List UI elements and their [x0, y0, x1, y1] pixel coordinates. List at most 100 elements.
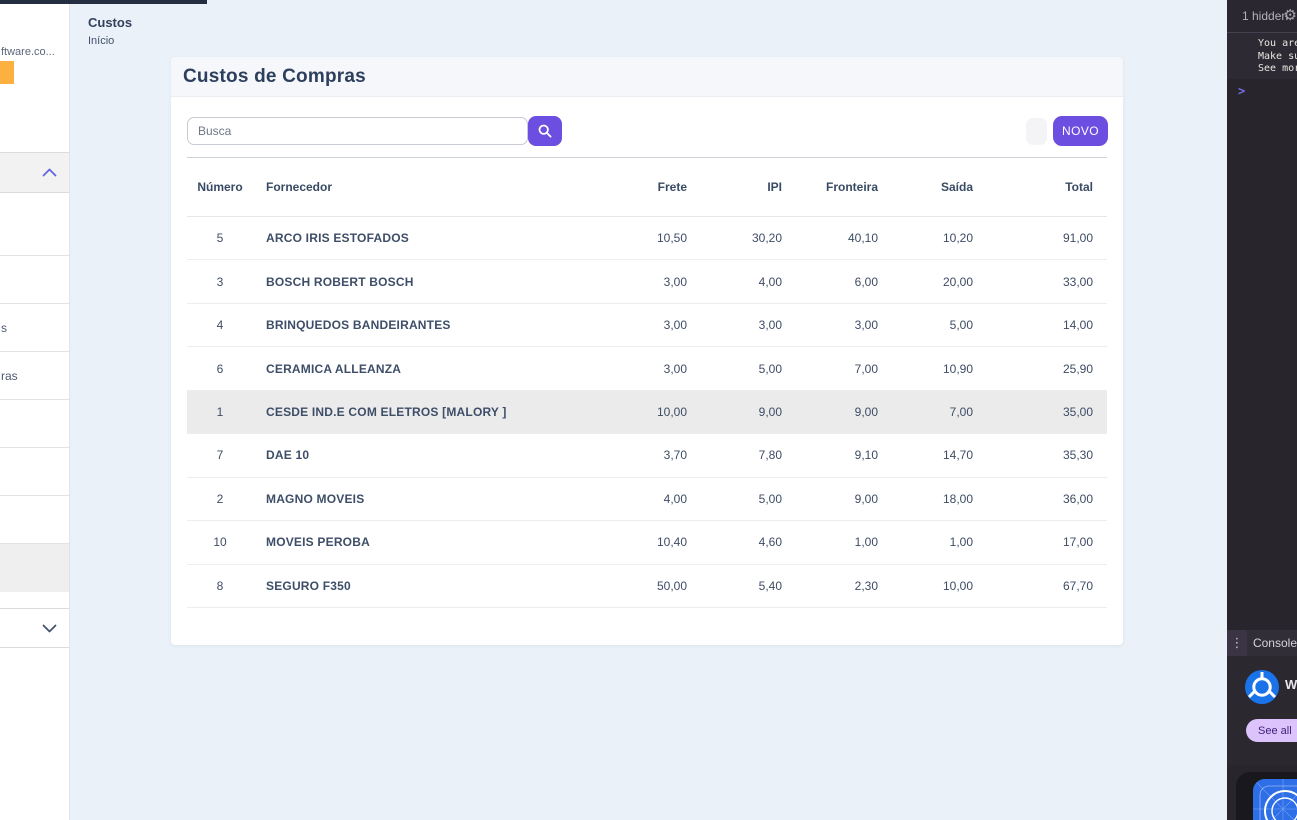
cell-ipi: 5,00 — [758, 491, 782, 506]
cell-ipi: 7,80 — [758, 448, 782, 463]
cell-ipi: 4,00 — [758, 274, 782, 289]
sidebar-menu-item[interactable] — [0, 496, 69, 544]
cell-numero: 8 — [216, 578, 224, 593]
table-row[interactable]: 3 BOSCH ROBERT BOSCH 3,00 4,00 6,00 20,0… — [187, 260, 1107, 304]
costs-card: Custos de Compras NOVO Número Fornecedor… — [171, 57, 1123, 645]
console-message-line: See mor — [1258, 63, 1297, 74]
table-row[interactable]: 1 CESDE IND.E COM ELETROS [MALORY ] 10,0… — [187, 390, 1107, 435]
cell-numero: 2 — [216, 491, 224, 506]
sidebar-menu-item[interactable] — [0, 400, 69, 448]
console-tab[interactable]: Console — [1252, 636, 1297, 650]
cell-fornecedor: MOVEIS PEROBA — [266, 535, 370, 550]
column-header-total: Total — [1065, 180, 1093, 194]
column-header-ipi: IPI — [767, 180, 782, 194]
page-loading-bar — [0, 0, 207, 4]
cell-frete: 3,00 — [663, 318, 687, 333]
cell-frete: 10,50 — [656, 231, 687, 246]
cell-numero: 4 — [216, 318, 224, 333]
cell-saida: 10,90 — [942, 361, 973, 376]
cell-fornecedor: MAGNO MOVEIS — [266, 491, 365, 506]
cell-fronteira: 40,10 — [847, 231, 878, 246]
cell-numero: 5 — [216, 231, 224, 246]
cell-total: 35,00 — [1062, 404, 1093, 419]
console-warning-message: You are Make su See mor — [1227, 33, 1297, 79]
cell-total: 91,00 — [1062, 231, 1093, 246]
table-row[interactable]: 10 MOVEIS PEROBA 10,40 4,60 1,00 1,00 17… — [187, 521, 1107, 565]
new-record-button[interactable]: NOVO — [1053, 116, 1108, 146]
sidebar-menu-item[interactable] — [0, 448, 69, 496]
table-row[interactable]: 4 BRINQUEDOS BANDEIRANTES 3,00 3,00 3,00… — [187, 304, 1107, 348]
sidebar-menu-item[interactable] — [0, 208, 69, 256]
cell-fronteira: 9,10 — [854, 448, 878, 463]
cell-numero: 7 — [216, 448, 224, 463]
whats-new-card[interactable] — [1236, 772, 1297, 820]
cell-ipi: 30,20 — [751, 231, 782, 246]
inactive-icon-button[interactable] — [1026, 118, 1047, 145]
cell-ipi: 5,40 — [758, 578, 782, 593]
kebab-menu-icon[interactable]: ⋮ — [1227, 630, 1247, 656]
cell-ipi: 5,00 — [758, 361, 782, 376]
cell-fronteira: 9,00 — [854, 404, 878, 419]
cell-saida: 5,00 — [949, 318, 973, 333]
cell-total: 35,30 — [1062, 448, 1093, 463]
gear-icon[interactable]: ⚙ — [1283, 6, 1297, 24]
cell-numero: 1 — [216, 404, 224, 419]
cell-saida: 14,70 — [942, 448, 973, 463]
cell-saida: 20,00 — [942, 274, 973, 289]
cell-saida: 1,00 — [949, 535, 973, 550]
sidebar-item-label: s — [1, 320, 7, 335]
console-message-line: Make su — [1258, 50, 1297, 62]
sidebar-menu-item[interactable]: s — [0, 304, 69, 352]
cell-saida: 18,00 — [942, 491, 973, 506]
blueprint-app-icon — [1253, 779, 1297, 820]
sidebar: ftware.co... s ras — [0, 0, 70, 820]
chrome-logo-icon — [1245, 670, 1279, 704]
console-message-line: You are — [1258, 38, 1297, 49]
costs-table: Número Fornecedor Frete IPI Fronteira Sa… — [187, 157, 1107, 608]
table-row[interactable]: 8 SEGURO F350 50,00 5,40 2,30 10,00 67,7… — [187, 565, 1107, 608]
column-header-saida: Saída — [940, 180, 973, 194]
cell-frete: 10,00 — [656, 404, 687, 419]
cell-numero: 3 — [216, 274, 224, 289]
cell-saida: 10,20 — [942, 231, 973, 246]
cell-frete: 3,70 — [663, 448, 687, 463]
search-input[interactable] — [187, 117, 528, 145]
cell-fronteira: 2,30 — [854, 578, 878, 593]
console-prompt[interactable]: > — [1238, 84, 1246, 98]
whats-new-title: W — [1285, 677, 1297, 692]
cell-total: 17,00 — [1062, 535, 1093, 550]
card-title: Custos de Compras — [183, 65, 366, 87]
cell-saida: 7,00 — [949, 404, 973, 419]
table-row[interactable]: 5 ARCO IRIS ESTOFADOS 10,50 30,20 40,10 … — [187, 217, 1107, 261]
table-body: 5 ARCO IRIS ESTOFADOS 10,50 30,20 40,10 … — [187, 217, 1107, 608]
sidebar-menu-item[interactable]: ras — [0, 352, 69, 400]
cell-fornecedor: SEGURO F350 — [266, 578, 351, 593]
table-row[interactable]: 7 DAE 10 3,70 7,80 9,10 14,70 35,30 — [187, 434, 1107, 478]
sidebar-menu-item[interactable] — [0, 544, 69, 592]
sidebar-expand-footer[interactable] — [0, 608, 69, 648]
cell-fronteira: 1,00 — [854, 535, 878, 550]
cell-ipi: 9,00 — [758, 404, 782, 419]
table-row[interactable]: 6 CERAMICA ALLEANZA 3,00 5,00 7,00 10,90… — [187, 347, 1107, 391]
sidebar-collapse-header[interactable] — [0, 152, 69, 193]
breadcrumb-inicio-link[interactable]: Início — [88, 35, 115, 47]
cell-fronteira: 9,00 — [854, 491, 878, 506]
devtools-console-toolbar: 1 hidden ⚙ — [1227, 0, 1297, 33]
chevron-up-icon — [42, 168, 57, 177]
cell-frete: 50,00 — [656, 578, 687, 593]
cell-total: 36,00 — [1062, 491, 1093, 506]
sidebar-logo-text: ftware.co... — [1, 46, 55, 58]
sidebar-menu-item[interactable] — [0, 256, 69, 304]
cell-total: 33,00 — [1062, 274, 1093, 289]
column-header-numero: Número — [197, 180, 243, 194]
card-header: Custos de Compras — [171, 57, 1123, 97]
cell-saida: 10,00 — [942, 578, 973, 593]
table-row[interactable]: 2 MAGNO MOVEIS 4,00 5,00 9,00 18,00 36,0… — [187, 478, 1107, 522]
sidebar-menu: s ras — [0, 208, 69, 592]
table-header-row: Número Fornecedor Frete IPI Fronteira Sa… — [187, 157, 1107, 217]
search-button[interactable] — [528, 116, 562, 146]
cell-total: 25,90 — [1062, 361, 1093, 376]
see-all-button[interactable]: See all — [1246, 719, 1297, 742]
cell-fronteira: 6,00 — [854, 274, 878, 289]
cell-frete: 3,00 — [663, 361, 687, 376]
